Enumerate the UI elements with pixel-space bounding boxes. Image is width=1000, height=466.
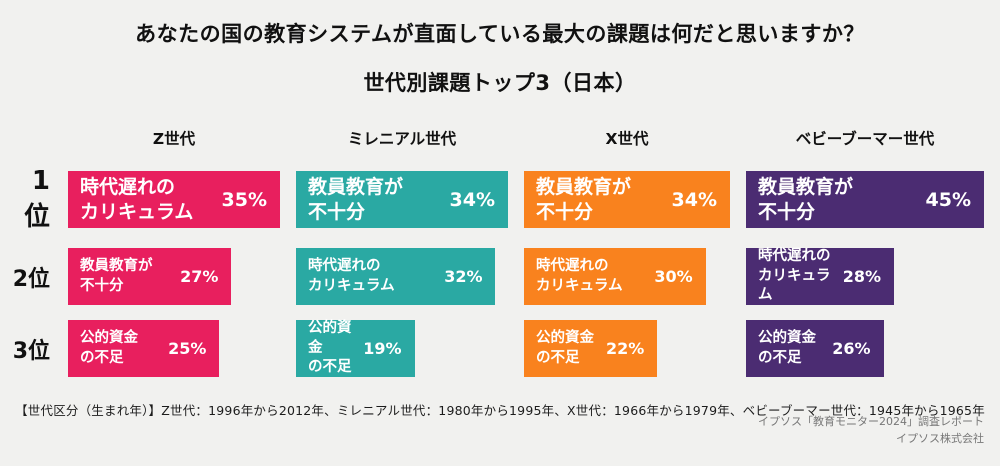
bar-value: 25% — [168, 339, 207, 358]
bar-label: 公的資金 の不足 — [80, 329, 138, 366]
bar-millennial-rank3: 公的資金 の不足 19% — [296, 320, 415, 377]
bar-label: 時代遅れの カリキュラム — [308, 257, 395, 294]
bar-label: 公的資金 の不足 — [758, 329, 816, 366]
bar-value: 45% — [925, 188, 971, 211]
bar-xgen-rank3: 公的資金 の不足 22% — [524, 320, 658, 377]
bar-cell: 公的資金 の不足 26% — [746, 320, 984, 377]
bar-cell: 教員教育が 不十分 34% — [296, 171, 508, 228]
bar-xgen-rank2: 時代遅れの カリキュラム 30% — [524, 248, 706, 305]
source-credit: イプソス「教育モニター2024」調査レポート イプソス株式会社 — [758, 413, 984, 448]
bar-cell: 公的資金 の不足 22% — [524, 320, 730, 377]
page-title: あなたの国の教育システムが直面している最大の課題は何だと思いますか？ — [135, 22, 865, 46]
rank-label-2: 2位 — [12, 266, 50, 292]
bar-boomer-rank3: 公的資金 の不足 26% — [746, 320, 884, 377]
bar-label: 時代遅れの カリキュラム — [80, 175, 194, 223]
bar-value: 28% — [842, 267, 882, 286]
bar-value: 34% — [671, 188, 717, 211]
rank-label-3: 3位 — [12, 338, 50, 364]
bar-value: 32% — [444, 267, 483, 286]
bar-label: 教員教育が 不十分 — [758, 175, 854, 223]
bar-label: 公的資金 の不足 — [536, 329, 594, 366]
column-header-millennial: ミレニアル世代 — [347, 130, 457, 148]
bar-value: 30% — [654, 267, 693, 286]
bar-label: 教員教育が 不十分 — [536, 175, 632, 223]
generation-definition-footnote: 【世代区分（生まれ年）】Z世代：1996年から2012年、ミレニアル世代：198… — [15, 403, 985, 418]
bar-boomer-rank1: 教員教育が 不十分 45% — [746, 171, 984, 228]
bar-cell: 教員教育が 不十分 45% — [746, 171, 984, 228]
credit-report-line: イプソス「教育モニター2024」調査レポート — [758, 414, 984, 428]
bar-zgen-rank2: 教員教育が 不十分 27% — [68, 248, 232, 305]
bar-value: 22% — [605, 339, 645, 358]
page-subtitle: 世代別課題トップ3（日本） — [363, 71, 637, 95]
bar-label: 教員教育が 不十分 — [80, 257, 153, 294]
bar-label: 時代遅れの カリキュラム — [536, 257, 623, 294]
bar-cell: 公的資金 の不足 25% — [68, 320, 280, 377]
rank-label-1: 1位 — [23, 166, 50, 232]
bar-zgen-rank3: 公的資金 の不足 25% — [68, 320, 220, 377]
column-header-boomer: ベビーブーマー世代 — [795, 130, 935, 148]
credit-company-line: イプソス株式会社 — [896, 432, 984, 446]
bar-value: 35% — [221, 188, 267, 211]
bar-xgen-rank1: 教員教育が 不十分 34% — [524, 171, 730, 228]
bar-value: 26% — [832, 339, 871, 358]
bar-millennial-rank2: 時代遅れの カリキュラム 32% — [296, 248, 496, 305]
bar-value: 19% — [363, 339, 402, 358]
bar-value: 34% — [449, 188, 495, 211]
bar-cell: 時代遅れの カリキュラム 30% — [524, 248, 730, 305]
bar-cell: 教員教育が 不十分 27% — [68, 248, 280, 305]
bar-label: 教員教育が 不十分 — [308, 175, 404, 223]
bar-label: 公的資金 の不足 — [308, 320, 352, 376]
bar-label: 時代遅れの カリキュラム — [758, 248, 831, 304]
bar-cell: 時代遅れの カリキュラム 35% — [68, 171, 280, 228]
generation-top3-chart: Z世代 ミレニアル世代 X世代 ベビーブーマー世代 1位 時代遅れの カリキュラム… — [6, 127, 1000, 377]
bar-cell: 時代遅れの カリキュラム 32% — [296, 248, 508, 305]
bar-cell: 公的資金 の不足 19% — [296, 320, 508, 377]
bar-cell: 教員教育が 不十分 34% — [524, 171, 730, 228]
bar-value: 27% — [180, 267, 219, 286]
bar-cell: 時代遅れの カリキュラム 28% — [746, 248, 984, 305]
bar-boomer-rank2: 時代遅れの カリキュラム 28% — [746, 248, 895, 305]
chart-title-block: あなたの国の教育システムが直面している最大の課題は何だと思いますか？ 世代別課題… — [0, 0, 1000, 97]
bar-zgen-rank1: 時代遅れの カリキュラム 35% — [68, 171, 280, 228]
bar-millennial-rank1: 教員教育が 不十分 34% — [296, 171, 508, 228]
column-header-xgen: X世代 — [605, 130, 649, 148]
column-header-zgen: Z世代 — [152, 130, 196, 148]
